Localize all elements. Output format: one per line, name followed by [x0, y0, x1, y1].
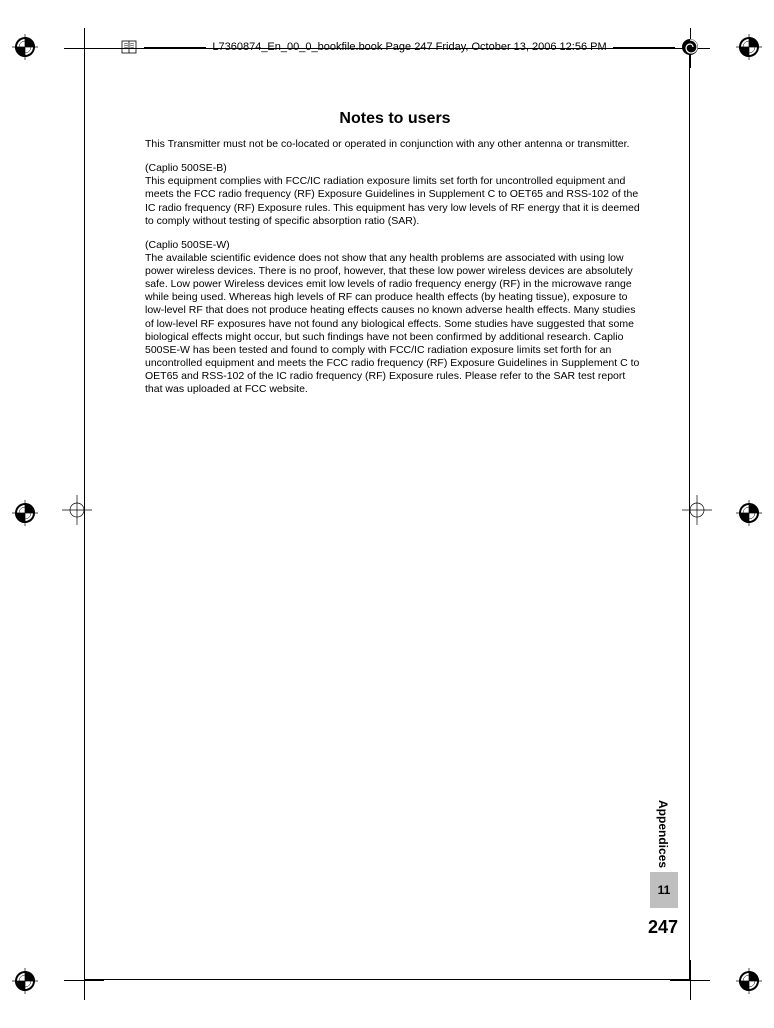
side-tab: Appendices 11: [650, 800, 678, 908]
running-header: L7360874_En_00_0_bookfile.book Page 247 …: [120, 40, 699, 54]
registration-mark-icon: [736, 968, 762, 994]
page-content: Notes to users This Transmitter must not…: [145, 110, 645, 407]
model-w-label: (Caplio 500SE-W): [145, 239, 230, 251]
crop-mark-icon: [64, 960, 104, 1000]
registration-mark-icon: [12, 968, 38, 994]
spiral-icon: [681, 38, 699, 56]
model-w-text: The available scientific evidence does n…: [145, 252, 639, 395]
model-w-block: (Caplio 500SE-W) The available scientifi…: [145, 239, 645, 397]
crop-mark-icon: [64, 28, 104, 68]
chapter-number: 11: [650, 872, 678, 908]
page-title: Notes to users: [145, 110, 645, 128]
crosshair-icon: [62, 495, 92, 525]
registration-mark-icon: [12, 34, 38, 60]
intro-paragraph: This Transmitter must not be co-located …: [145, 138, 645, 151]
model-b-text: This equipment complies with FCC/IC radi…: [145, 175, 640, 226]
crop-mark-icon: [670, 960, 710, 1000]
book-icon: [120, 38, 138, 56]
page-number: 247: [648, 917, 678, 938]
model-b-label: (Caplio 500SE-B): [145, 162, 227, 174]
model-b-block: (Caplio 500SE-B) This equipment complies…: [145, 162, 645, 228]
registration-mark-icon: [12, 500, 38, 526]
section-label: Appendices: [656, 800, 670, 872]
registration-mark-icon: [736, 500, 762, 526]
registration-mark-icon: [736, 34, 762, 60]
header-text: L7360874_En_00_0_bookfile.book Page 247 …: [212, 41, 606, 53]
crosshair-icon: [682, 495, 712, 525]
